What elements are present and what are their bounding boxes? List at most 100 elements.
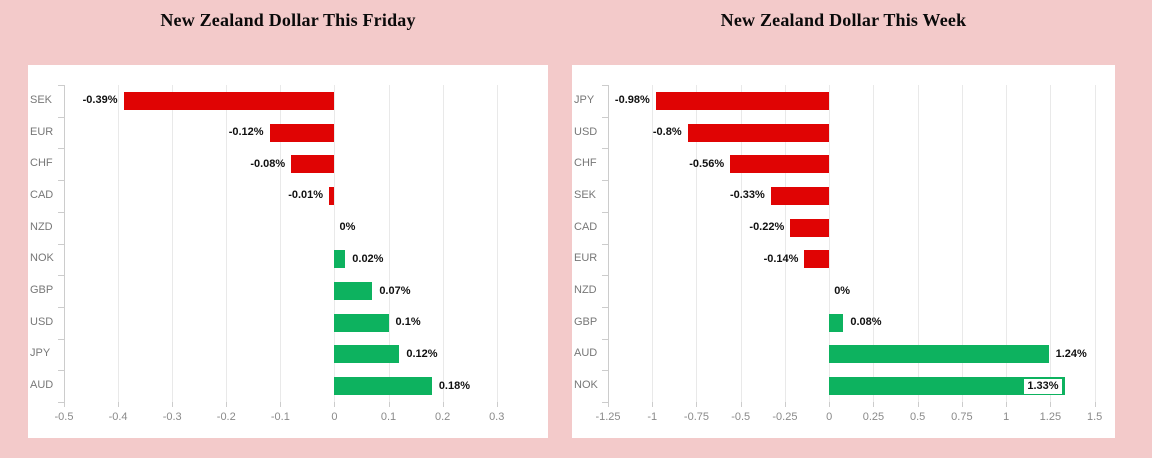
category-axis-tick bbox=[602, 370, 608, 371]
gridline bbox=[961, 85, 963, 402]
category-axis-tick bbox=[602, 180, 608, 181]
x-axis-tick bbox=[280, 402, 282, 407]
x-tick-label: -0.1 bbox=[270, 411, 290, 423]
category-label-SEK: SEK bbox=[574, 188, 597, 201]
x-axis-tick bbox=[118, 402, 120, 407]
chart-title-friday: New Zealand Dollar This Friday bbox=[160, 10, 416, 30]
x-tick-label: -0.3 bbox=[162, 411, 182, 423]
value-label-AUD: 0.18% bbox=[438, 379, 471, 392]
x-axis-tick bbox=[442, 402, 444, 407]
bar-NOK bbox=[829, 377, 1065, 396]
gridline bbox=[280, 85, 282, 402]
gridline bbox=[873, 85, 875, 402]
category-label-EUR: EUR bbox=[574, 252, 598, 265]
category-axis-tick bbox=[58, 339, 64, 340]
value-label-CHF: -0.56% bbox=[689, 157, 725, 170]
category-label-CAD: CAD bbox=[574, 220, 598, 233]
category-axis-tick bbox=[602, 85, 608, 86]
x-tick-label: 0.2 bbox=[434, 411, 451, 423]
gridline bbox=[1094, 85, 1096, 402]
x-tick-label: 1.25 bbox=[1039, 411, 1062, 423]
category-axis-tick bbox=[58, 244, 64, 245]
category-axis-tick bbox=[58, 370, 64, 371]
category-label-JPY: JPY bbox=[574, 93, 595, 106]
bar-GBP bbox=[334, 282, 373, 301]
category-axis-tick bbox=[602, 212, 608, 213]
x-axis-tick bbox=[652, 402, 654, 407]
bar-USD bbox=[687, 123, 830, 142]
value-label-CHF: -0.08% bbox=[250, 157, 286, 170]
x-axis-tick bbox=[784, 402, 786, 407]
x-axis-tick bbox=[496, 402, 498, 407]
gridline bbox=[784, 85, 786, 402]
x-axis-tick bbox=[1094, 402, 1096, 407]
value-label-JPY: -0.98% bbox=[614, 94, 650, 107]
bar-AUD bbox=[829, 345, 1049, 364]
x-axis-tick bbox=[696, 402, 698, 407]
x-tick-label: 0.25 bbox=[862, 411, 885, 423]
bar-CHF bbox=[730, 155, 830, 174]
value-label-JPY: 0.12% bbox=[406, 347, 438, 360]
category-label-NZD: NZD bbox=[30, 220, 53, 233]
category-axis-tick bbox=[602, 275, 608, 276]
gridline bbox=[496, 85, 498, 402]
bar-AUD bbox=[334, 377, 432, 396]
gridline bbox=[388, 85, 390, 402]
category-label-USD: USD bbox=[30, 315, 54, 328]
value-label-EUR: -0.12% bbox=[228, 126, 264, 139]
category-label-GBP: GBP bbox=[30, 284, 54, 297]
value-label-EUR: -0.14% bbox=[763, 252, 799, 265]
x-axis-tick bbox=[1006, 402, 1008, 407]
bar-CHF bbox=[291, 155, 335, 174]
gridline bbox=[334, 85, 336, 402]
category-label-CHF: CHF bbox=[574, 157, 597, 170]
value-label-NOK: 0.02% bbox=[352, 252, 384, 265]
x-axis-tick bbox=[961, 402, 963, 407]
value-label-NOK: 1.33% bbox=[1024, 378, 1062, 394]
bar-NOK bbox=[334, 250, 346, 269]
x-tick-label: 0.5 bbox=[910, 411, 926, 423]
category-axis-tick bbox=[58, 307, 64, 308]
category-axis-tick bbox=[602, 244, 608, 245]
x-axis-tick bbox=[1050, 402, 1052, 407]
x-tick-label: 0.3 bbox=[489, 411, 505, 423]
bar-EUR bbox=[269, 123, 335, 142]
category-axis-line bbox=[64, 85, 65, 402]
gridline bbox=[1006, 85, 1008, 402]
gridline bbox=[1050, 85, 1052, 402]
x-tick-label: 1 bbox=[1003, 411, 1010, 423]
x-axis-tick bbox=[608, 402, 609, 407]
category-axis-tick bbox=[602, 307, 608, 308]
category-axis-tick bbox=[602, 117, 608, 118]
category-axis-tick bbox=[602, 402, 608, 403]
value-label-USD: 0.1% bbox=[395, 316, 421, 329]
gridline bbox=[696, 85, 698, 402]
chart-card-friday: -0.5 -0.4 -0.3 -0.2 -0.1 0 0.1 0.2 0.3 SEK -0.39% E… bbox=[28, 65, 548, 438]
category-label-SEK: SEK bbox=[30, 93, 53, 106]
x-axis-tick bbox=[64, 402, 65, 407]
category-label-NOK: NOK bbox=[30, 252, 54, 265]
category-axis-tick bbox=[58, 275, 64, 276]
category-axis-tick bbox=[58, 402, 64, 403]
x-tick-label: 1.5 bbox=[1086, 411, 1103, 423]
bar-CAD bbox=[790, 218, 830, 237]
chart-card-week: -1.25 -1 -0.75 -0.5 -0.25 0 0.25 0.5 0.75 1 1.25 1.… bbox=[572, 65, 1115, 438]
category-label-NOK: NOK bbox=[574, 379, 598, 392]
gridline bbox=[652, 85, 654, 402]
plot-area-week: -1.25 -1 -0.75 -0.5 -0.25 0 0.25 0.5 0.75 1 1.25 1.… bbox=[574, 85, 1107, 423]
x-tick-label: -0.4 bbox=[108, 411, 128, 423]
category-label-CHF: CHF bbox=[30, 157, 53, 170]
x-tick-label: 0.75 bbox=[951, 411, 973, 423]
plot-area-friday: -0.5 -0.4 -0.3 -0.2 -0.1 0 0.1 0.2 0.3 SEK -0.39% E… bbox=[30, 85, 540, 423]
category-axis-tick bbox=[602, 148, 608, 149]
bar-USD bbox=[334, 313, 389, 332]
x-tick-label: -0.5 bbox=[54, 411, 74, 423]
bar-SEK bbox=[770, 186, 830, 205]
category-label-JPY: JPY bbox=[30, 347, 51, 360]
value-label-SEK: -0.39% bbox=[82, 94, 118, 107]
x-tick-label: -0.75 bbox=[683, 411, 709, 423]
category-label-EUR: EUR bbox=[30, 125, 54, 138]
x-tick-label: 0 bbox=[331, 411, 338, 423]
bar-JPY bbox=[334, 345, 400, 364]
x-tick-label: -0.25 bbox=[772, 411, 798, 423]
